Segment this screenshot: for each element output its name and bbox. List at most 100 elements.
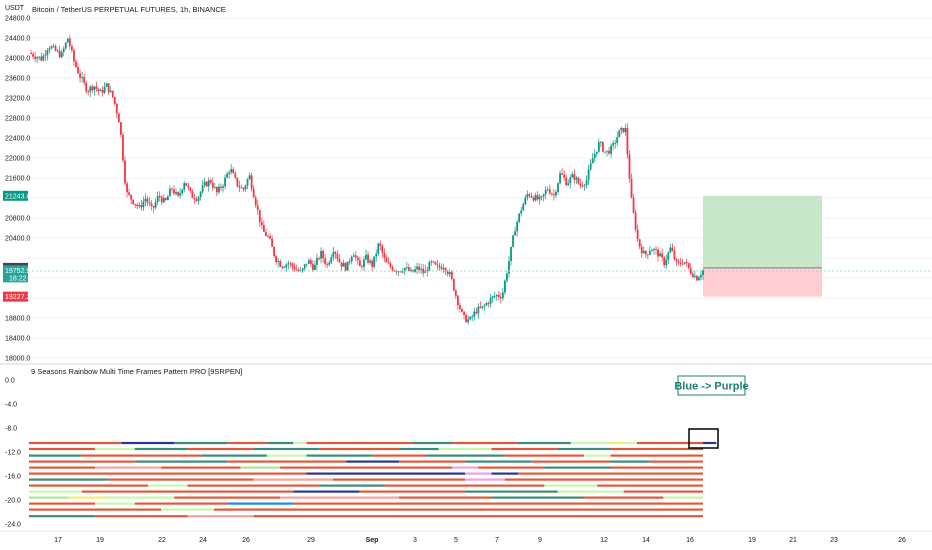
rainbow-segment <box>121 441 175 445</box>
rainbow-segment <box>504 478 703 481</box>
candle-body <box>587 169 590 180</box>
candle-body <box>538 196 541 200</box>
long-position-tool[interactable] <box>703 195 822 297</box>
candle-body <box>675 259 678 261</box>
loss-zone[interactable] <box>703 267 822 297</box>
rainbow-segment <box>491 447 558 451</box>
candle-body <box>46 50 49 56</box>
candle-body <box>126 183 128 193</box>
candle-body <box>340 262 343 267</box>
candle-body <box>216 186 218 193</box>
rainbow-segment <box>399 496 492 499</box>
candle-body <box>218 186 220 193</box>
rainbow-segment <box>517 441 571 445</box>
candle-body <box>181 189 184 193</box>
candle-body <box>669 247 672 253</box>
candle-body <box>265 231 267 237</box>
price-badge-value: 19752.9 <box>5 268 30 275</box>
indicator-axis[interactable]: 0.0 -4.0 -8.0 -12.0 -16.0 -20.0 -24.0 <box>5 378 21 529</box>
candle-body <box>132 199 135 204</box>
candle-body <box>546 189 549 191</box>
price-series[interactable] <box>30 34 704 325</box>
candle-body <box>171 188 173 190</box>
time-tick-label: 7 <box>495 537 499 544</box>
indicator-tick-label: 0.0 <box>5 378 15 385</box>
candle-body <box>309 260 312 265</box>
candle-body <box>156 195 159 203</box>
candle-body <box>401 271 404 273</box>
candle-body <box>673 250 676 260</box>
candle-body <box>177 192 179 196</box>
rainbow-segment <box>134 502 228 505</box>
candle-body <box>68 38 71 47</box>
rainbow-segment <box>306 454 373 457</box>
candle-body <box>256 205 259 210</box>
rainbow-segment <box>29 484 148 487</box>
candle-body <box>616 137 619 144</box>
candle-body <box>595 151 598 154</box>
rainbow-segment <box>531 460 611 463</box>
candle-body <box>414 269 416 272</box>
price-axis[interactable]: 24800.0 24400.0 24000.0 23600.0 23200.0 22800… <box>5 16 30 363</box>
candle-body <box>361 266 363 268</box>
candle-body <box>540 196 543 198</box>
indicator-tick-label: -4.0 <box>5 402 17 409</box>
candle-body <box>273 246 275 257</box>
time-tick-label: 5 <box>454 537 458 544</box>
rainbow-segment <box>412 441 452 445</box>
candle-body <box>393 270 396 272</box>
candle-body <box>295 269 298 271</box>
candle-body <box>336 253 339 259</box>
candle-body <box>50 46 53 49</box>
time-tick-label: 12 <box>600 537 608 544</box>
candle-body <box>197 197 200 201</box>
candle-body <box>559 173 561 184</box>
price-tick-label: 18000.0 <box>5 356 30 363</box>
candle-body <box>173 189 175 194</box>
candle-body <box>373 256 376 267</box>
rainbow-segment <box>95 447 135 451</box>
candle-body <box>91 86 94 91</box>
candle-body <box>700 274 702 278</box>
rainbow-segment <box>293 502 703 505</box>
candle-body <box>332 252 335 258</box>
candle-body <box>54 46 57 51</box>
candle-body <box>115 103 118 114</box>
candle-body <box>52 46 55 47</box>
candle-body <box>461 308 463 312</box>
time-axis[interactable]: 17 19 22 24 26 29 Sep 3 5 7 9 12 14 16 19 21 23 26 <box>54 537 906 544</box>
candle-body <box>526 194 529 198</box>
candle-body <box>211 182 214 188</box>
candle-body <box>473 311 476 317</box>
candle-body <box>528 194 531 196</box>
candle-body <box>399 271 402 273</box>
candle-body <box>138 204 141 207</box>
candle-body <box>667 252 670 260</box>
candle-body <box>56 50 59 52</box>
candle-body <box>344 263 347 271</box>
price-badge-value: 19227.2 <box>5 294 30 301</box>
candle-body <box>606 150 608 152</box>
profit-zone[interactable] <box>703 195 822 268</box>
candle-body <box>648 251 651 255</box>
candle-body <box>555 191 557 196</box>
candle-body <box>679 262 682 264</box>
candle-body <box>81 77 84 78</box>
candle-body <box>248 175 251 180</box>
candle-body <box>508 261 510 274</box>
candle-body <box>158 195 161 198</box>
candle-body <box>481 306 484 308</box>
candle-body <box>524 197 527 205</box>
candle-body <box>316 258 318 265</box>
candle-body <box>32 54 34 57</box>
candle-body <box>356 257 359 261</box>
candle-body <box>199 192 202 198</box>
candle-body <box>66 38 69 43</box>
price-tick-label: 24400.0 <box>5 36 30 43</box>
candle-body <box>303 264 306 269</box>
candle-body <box>457 295 459 306</box>
rainbow-segment <box>29 447 96 451</box>
candle-body <box>134 203 137 205</box>
